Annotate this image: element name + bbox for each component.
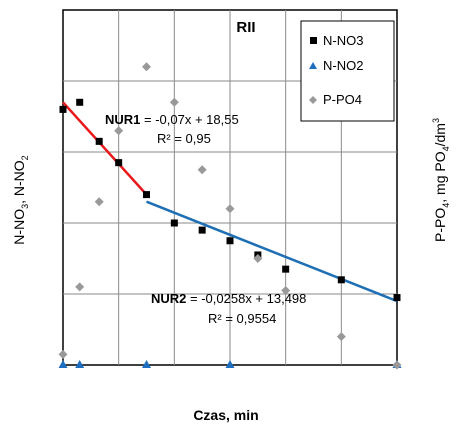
point-p-po4 — [94, 197, 104, 207]
point-p-po4 — [281, 285, 291, 295]
point-p-po4 — [253, 254, 263, 263]
point-p-po4 — [142, 62, 151, 72]
nur2-label: NUR2 = -0,0258x + 13,498 R² = 0,9554 — [151, 291, 306, 326]
legend: N-NO3 N-NO2 P-PO4 — [300, 20, 395, 122]
nur2-label-name: NUR2 — [151, 291, 186, 306]
legend-label-n-no3: N-NO3 — [323, 33, 363, 48]
legend-label-p-po4: P-PO4 — [323, 92, 362, 107]
trendlines — [62, 101, 398, 303]
point-p-po4 — [392, 360, 402, 370]
nur1-label: NUR1 = -0,07x + 18,55 R² = 0,95 — [105, 112, 239, 146]
legend-label-n-no2: N-NO2 — [323, 58, 363, 73]
y-axis-label-left: N-NO3, N-NO2 — [11, 155, 30, 244]
point-n-no3 — [198, 226, 206, 234]
svg-text:NUR1 = -0,07x + 18,55: NUR1 = -0,07x + 18,55 — [105, 112, 239, 127]
point-p-po4 — [225, 204, 235, 214]
legend-marker-p-po4 — [309, 96, 317, 104]
nur1-label-name: NUR1 — [105, 112, 140, 127]
point-n-no3 — [393, 294, 401, 302]
nur2-label-equation: = -0,0258x + 13,498 — [186, 291, 306, 306]
point-p-po4 — [75, 282, 85, 292]
point-n-no2 — [225, 360, 235, 368]
trendline-nur1 — [62, 101, 148, 196]
point-n-no2 — [58, 360, 68, 368]
legend-marker-n-no2 — [309, 62, 317, 69]
gridlines — [63, 10, 397, 365]
nur2-label-r2: R² = 0,9554 — [208, 311, 276, 326]
point-p-po4 — [114, 126, 124, 136]
point-n-no3 — [337, 276, 345, 284]
x-axis-label: Czas, min — [193, 407, 258, 423]
y-axis-label-right: P-PO4, mg PO4/dm3 — [431, 118, 451, 242]
point-p-po4 — [169, 97, 179, 107]
point-n-no3 — [226, 237, 234, 245]
point-n-no3 — [170, 219, 178, 227]
point-n-no3 — [76, 98, 84, 106]
point-n-no3 — [282, 265, 290, 273]
point-n-no2 — [142, 360, 151, 368]
point-p-po4 — [197, 165, 207, 175]
point-p-po4 — [336, 332, 346, 342]
legend-marker-n-no3 — [310, 37, 317, 44]
nur1-label-equation: = -0,07x + 18,55 — [140, 112, 238, 127]
point-n-no2 — [75, 360, 85, 368]
chart-title: RII — [236, 19, 255, 36]
point-n-no3 — [95, 137, 103, 145]
point-n-no3 — [143, 191, 150, 199]
point-p-po4 — [58, 349, 68, 359]
svg-text:NUR2 = -0,0258x + 13,498: NUR2 = -0,0258x + 13,498 — [151, 291, 306, 306]
point-n-no3 — [115, 159, 123, 167]
nur1-label-r2: R² = 0,95 — [157, 131, 211, 146]
data-points — [58, 62, 402, 370]
point-n-no3 — [59, 105, 67, 113]
trendline-nur2 — [146, 200, 398, 303]
